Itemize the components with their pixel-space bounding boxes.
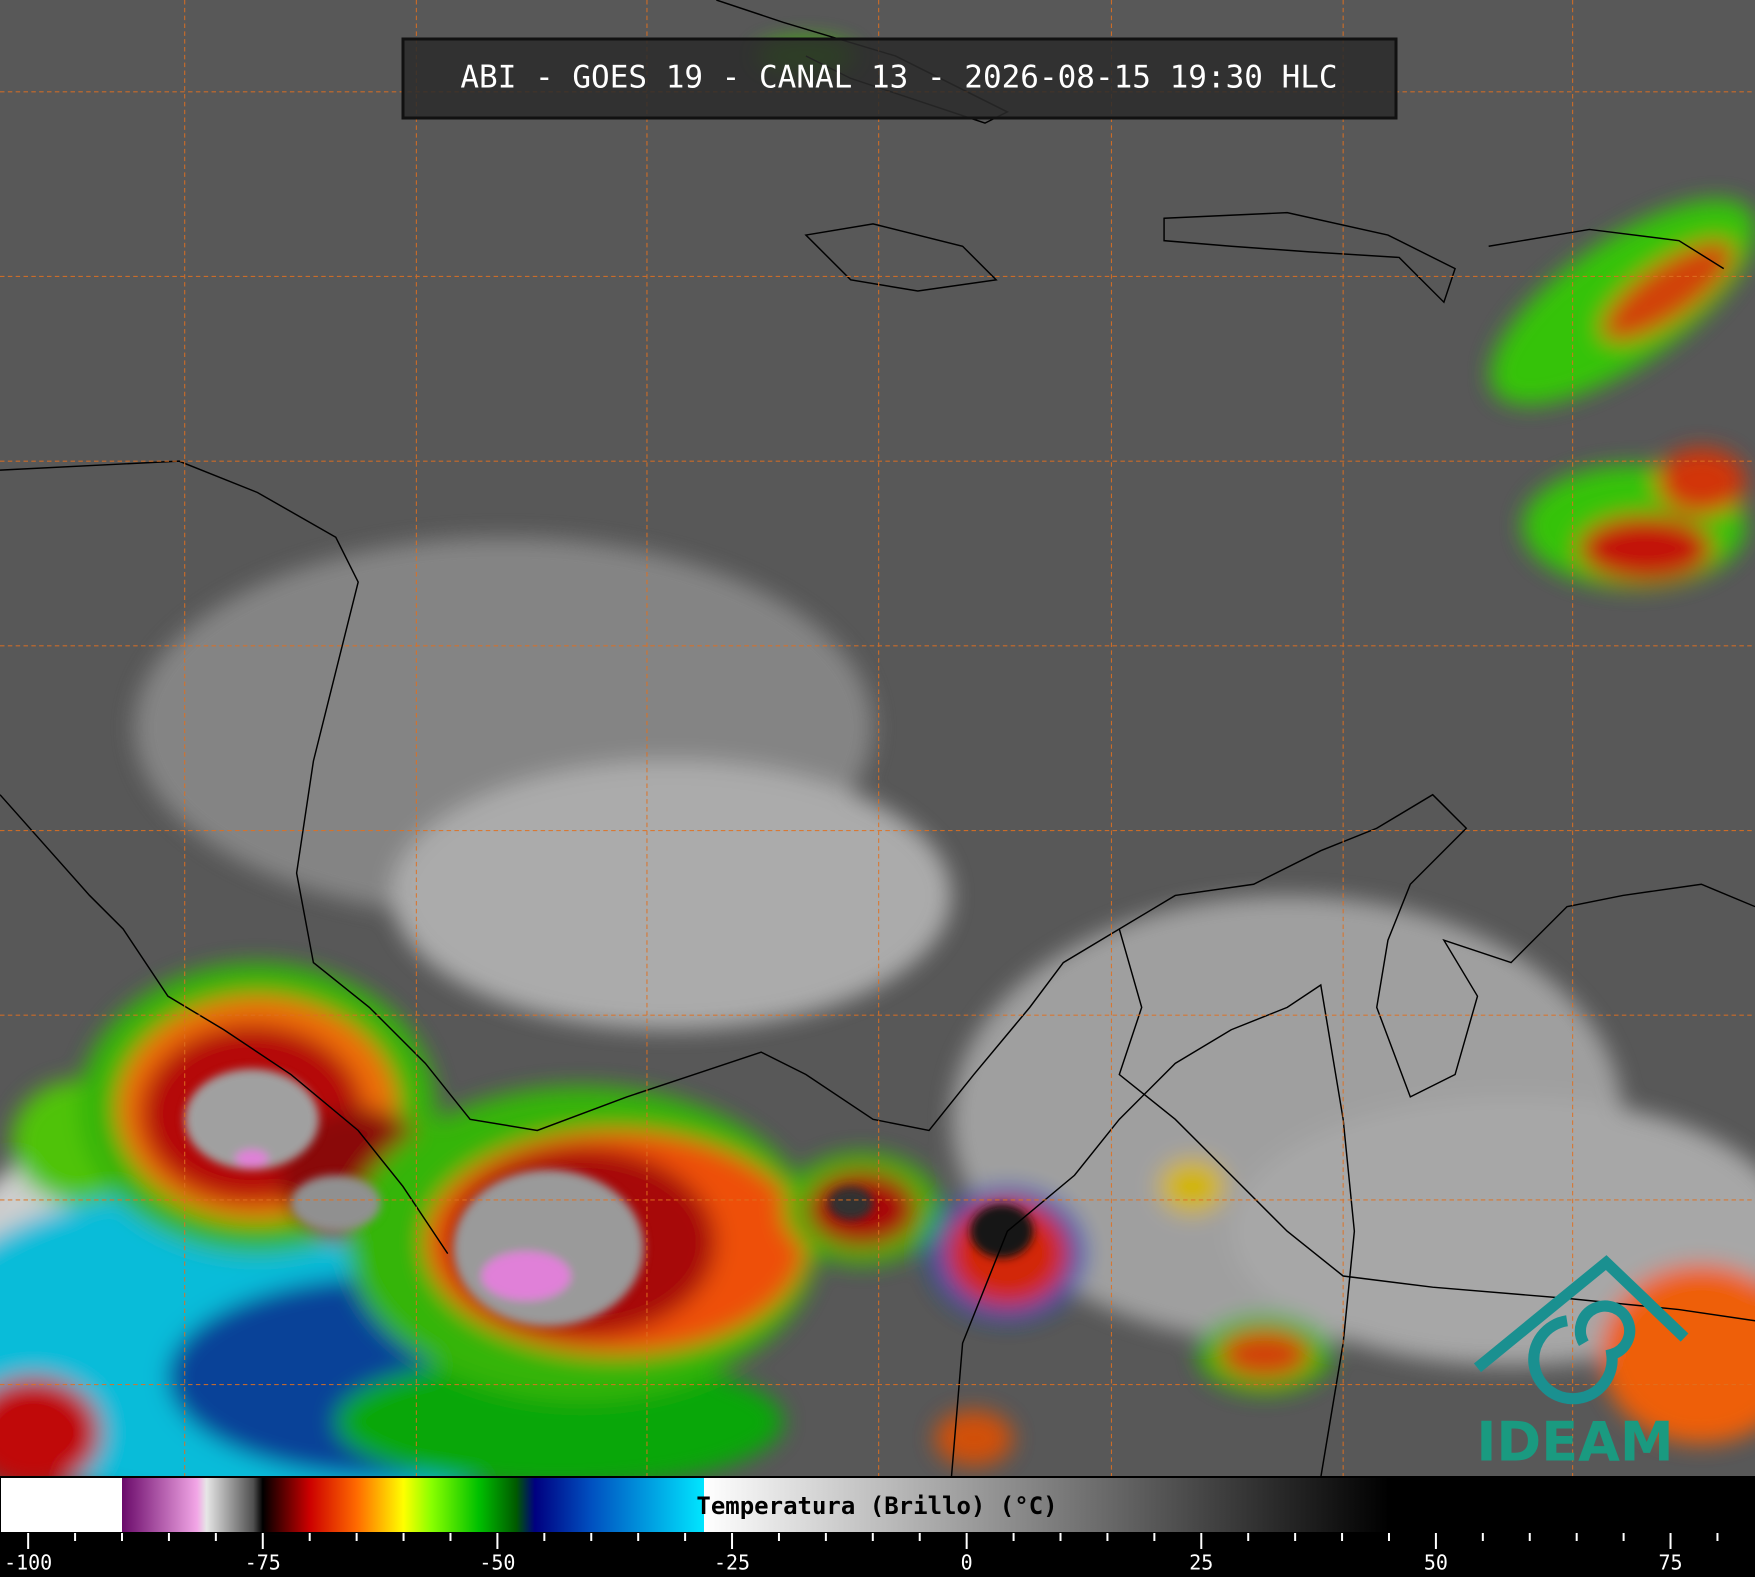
tick-label: 0 <box>961 1551 973 1575</box>
tick-label: -75 <box>245 1551 281 1575</box>
satellite-image: ABI - GOES 19 - CANAL 13 - 2026-08-15 19… <box>0 0 1755 1512</box>
tick-label: 50 <box>1424 1551 1448 1575</box>
tick-label: 25 <box>1189 1551 1213 1575</box>
tick-label: -50 <box>479 1551 515 1575</box>
tick-label: -25 <box>714 1551 750 1575</box>
logo-text: IDEAM <box>1476 1411 1673 1474</box>
tick-label: -100 <box>4 1551 52 1575</box>
tick-label: 75 <box>1658 1551 1682 1575</box>
colorbar-ramp <box>0 1476 1755 1534</box>
title-box <box>401 37 1398 120</box>
title: ABI - GOES 19 - CANAL 13 - 2026-08-15 19… <box>460 60 1337 96</box>
colorbar: Temperatura (Brillo) (°C) -100 -75 -50 -25 0… <box>0 1476 1755 1575</box>
logo-mark <box>1473 1255 1689 1405</box>
colorbar-label: Temperatura (Brillo) (°C) <box>696 1492 1057 1520</box>
